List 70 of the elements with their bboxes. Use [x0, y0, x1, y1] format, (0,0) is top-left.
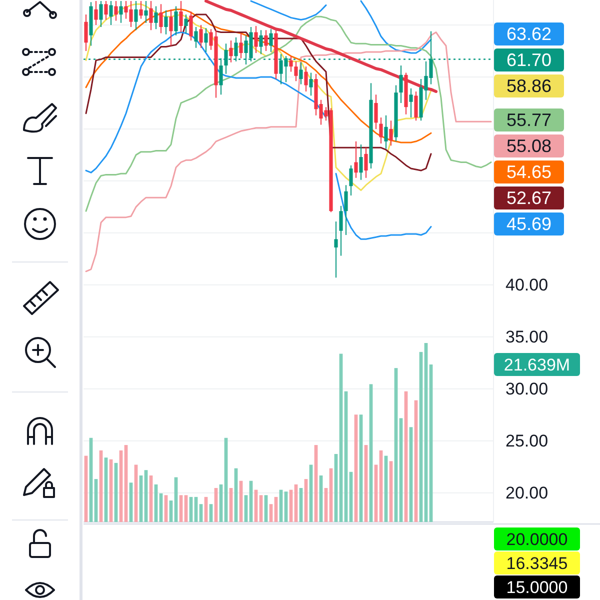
line-series	[85, 3, 432, 192]
candlestick	[239, 32, 243, 59]
line-series	[85, 31, 492, 272]
value-tag: 55.77	[494, 108, 564, 132]
candlestick	[339, 205, 343, 256]
candlestick	[294, 60, 298, 82]
candlestick	[199, 24, 203, 48]
line-series	[85, 8, 432, 144]
value-tag: 45.69	[494, 212, 564, 236]
candlestick	[264, 30, 268, 52]
candlestick	[259, 30, 263, 55]
candlestick	[84, 14, 88, 52]
candlestick	[344, 184, 348, 236]
line-series	[85, 16, 492, 212]
candlestick	[299, 62, 303, 85]
value-tag: 63.62	[494, 22, 564, 46]
line-series	[204, 0, 438, 94]
candlestick	[164, 10, 168, 35]
candlestick	[399, 65, 403, 104]
candlestick	[169, 8, 173, 46]
candlestick	[374, 94, 378, 130]
candlestick	[414, 91, 418, 122]
value-tag: 61.70	[494, 48, 564, 72]
candlestick	[349, 164, 353, 196]
candlestick	[109, 0, 113, 26]
candlestick	[379, 117, 383, 144]
y-tick-label: 40.00	[506, 275, 548, 294]
candlestick	[184, 14, 188, 34]
candlestick	[269, 28, 273, 52]
y-tick-label: 30.00	[506, 379, 548, 398]
candlestick	[289, 56, 293, 72]
candlestick	[144, 0, 148, 24]
value-tag: 15.0000	[494, 576, 580, 598]
y-tick-label: 20.00	[506, 483, 548, 502]
candlestick	[179, 0, 183, 33]
candlestick	[154, 6, 158, 30]
value-tag: 54.65	[494, 160, 564, 184]
candlestick	[254, 25, 258, 54]
candlestick	[114, 0, 118, 22]
value-tag: 58.86	[494, 74, 564, 98]
value-tag: 52.67	[494, 186, 564, 210]
value-tag: 21.639M	[494, 352, 580, 376]
candlestick	[94, 0, 98, 26]
candlestick	[104, 0, 108, 20]
candlestick	[359, 144, 363, 180]
candlestick	[334, 220, 338, 278]
y-tick-label: 35.00	[506, 327, 548, 346]
candlestick	[99, 0, 103, 28]
candlestick	[134, 0, 138, 31]
value-tag: 55.08	[494, 134, 564, 158]
candlestick	[229, 40, 233, 63]
value-tag: 16.3345	[494, 552, 580, 574]
candlestick	[204, 28, 208, 52]
line-series	[85, 14, 432, 172]
candlestick	[189, 10, 193, 42]
candlestick	[159, 4, 163, 34]
value-tag: 20.0000	[494, 528, 580, 550]
candlestick	[364, 147, 368, 178]
candlestick	[409, 88, 413, 118]
candlestick	[174, 6, 178, 36]
candlestick	[194, 26, 198, 48]
candlestick	[309, 72, 313, 96]
candlestick	[139, 0, 143, 20]
candlestick	[304, 66, 308, 92]
candlestick	[149, 0, 153, 31]
candlestick	[119, 0, 123, 24]
candlestick	[354, 140, 358, 178]
candlestick	[384, 114, 388, 150]
candlestick	[389, 120, 393, 146]
y-tick-label: 25.00	[506, 431, 548, 450]
